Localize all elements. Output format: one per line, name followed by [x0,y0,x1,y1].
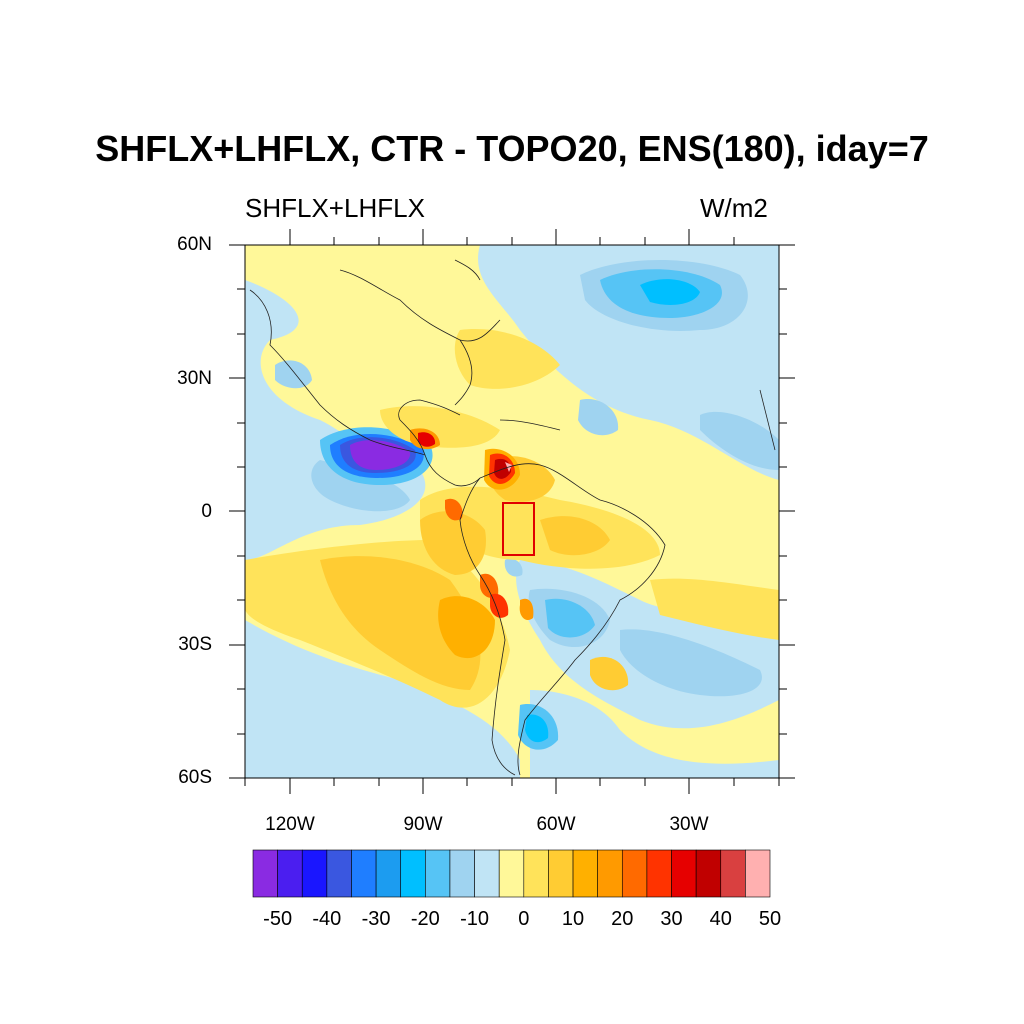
colorbar-box-16 [646,849,672,898]
colorbar-box-0 [252,849,278,898]
colorbar-tick-label: -10 [460,908,490,930]
colorbar-tick-label: -30 [361,908,391,930]
colorbar-box-5 [375,849,402,898]
colorbar-box-3 [326,849,352,898]
lon-label-90w: 90W [403,814,443,835]
colorbar-tick-label: -20 [410,908,440,930]
colorbar-box-12 [548,849,574,898]
colorbar-tick-label: 50 [758,908,782,930]
colorbar-box-19 [720,849,746,898]
colorbar-box-15 [621,849,648,898]
lat-label-60n: 60N [177,234,212,255]
colorbar-box-2 [301,849,328,898]
colorbar-box-18 [695,849,722,898]
colorbar-box-10 [498,849,525,898]
variable-label: SHFLX+LHFLX [245,193,425,223]
lat-label-60s: 60S [178,767,212,788]
colorbar-box-9 [474,849,500,898]
units-label: W/m2 [700,193,768,223]
colorbar-box-20 [745,849,771,898]
colorbar-tick-label: -40 [312,908,342,930]
colorbar-box-17 [671,849,697,898]
colorbar-tick-label: 20 [611,908,634,930]
lon-label-60w: 60W [536,814,576,835]
lon-label-120w: 120W [265,814,315,835]
colorbar-tick-label: 0 [518,908,530,930]
colorbar-box-11 [523,849,549,898]
colorbar-box-14 [597,849,623,898]
coastlines [249,259,776,776]
colorbar-box-1 [277,849,303,898]
lat-label-30s: 30S [178,634,212,655]
colorbar-tick-label: 30 [660,908,683,930]
colorbar-tick-label: -50 [263,908,293,930]
colorbar-box-4 [351,849,377,898]
plot-title: SHFLX+LHFLX, CTR - TOPO20, ENS(180), ida… [95,128,929,169]
region-box [502,502,535,556]
axis-ticks [229,229,795,794]
lon-label-30w: 30W [669,814,709,835]
colorbar [252,849,771,898]
colorbar-box-6 [400,849,426,898]
colorbar-tick-label: 40 [709,908,732,930]
lat-label-30n: 30N [177,368,212,389]
colorbar-box-8 [449,849,475,898]
flux-field [245,245,779,778]
colorbar-tick-label: 10 [561,908,585,930]
lat-label-eq: 0 [201,501,212,522]
colorbar-box-7 [425,849,451,898]
colorbar-box-13 [572,849,598,898]
